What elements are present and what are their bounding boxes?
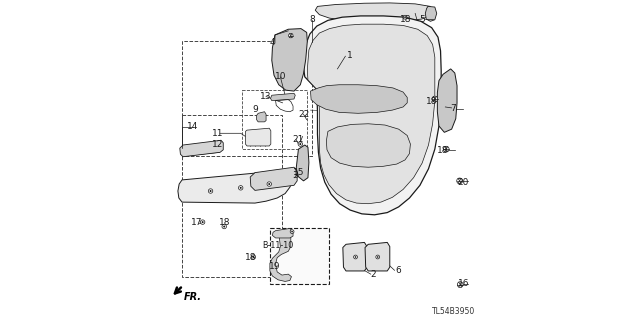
Polygon shape [437, 69, 457, 132]
Polygon shape [296, 145, 309, 181]
Polygon shape [316, 3, 433, 22]
Text: 17: 17 [191, 218, 203, 227]
Circle shape [300, 143, 301, 145]
Polygon shape [246, 128, 271, 146]
Circle shape [273, 265, 278, 270]
Circle shape [290, 230, 294, 234]
Bar [270, 228, 328, 284]
Text: B-11-10: B-11-10 [262, 241, 294, 250]
Text: 12: 12 [212, 140, 223, 149]
Polygon shape [271, 93, 295, 100]
Text: 20: 20 [458, 178, 469, 187]
Text: 18: 18 [426, 97, 437, 106]
Text: 5: 5 [419, 15, 425, 24]
Circle shape [268, 183, 270, 185]
Polygon shape [307, 24, 435, 204]
Circle shape [289, 33, 293, 38]
Circle shape [404, 16, 406, 18]
Text: 6: 6 [396, 266, 401, 275]
Circle shape [354, 255, 357, 259]
Text: FR.: FR. [184, 292, 202, 302]
Circle shape [458, 282, 463, 287]
Circle shape [403, 15, 407, 19]
Polygon shape [365, 242, 390, 271]
Text: 2: 2 [371, 270, 376, 278]
Circle shape [209, 189, 212, 193]
Text: 11: 11 [212, 129, 223, 138]
Circle shape [432, 96, 438, 102]
Text: 8: 8 [309, 15, 315, 24]
Polygon shape [343, 242, 367, 271]
Circle shape [267, 182, 271, 186]
Circle shape [223, 226, 225, 227]
Circle shape [209, 190, 212, 192]
Text: 19: 19 [269, 262, 281, 271]
Polygon shape [272, 29, 307, 91]
Text: TL54B3950: TL54B3950 [432, 307, 476, 316]
Circle shape [240, 187, 242, 189]
Polygon shape [310, 85, 407, 113]
Circle shape [251, 255, 255, 259]
Polygon shape [440, 74, 453, 127]
Polygon shape [270, 232, 291, 281]
Circle shape [355, 256, 356, 258]
Text: 1: 1 [347, 51, 353, 60]
Text: 16: 16 [458, 279, 469, 288]
Circle shape [200, 220, 205, 224]
Polygon shape [178, 170, 293, 203]
Circle shape [252, 256, 254, 258]
Text: 13: 13 [260, 92, 271, 101]
Circle shape [222, 224, 227, 229]
Text: 18: 18 [437, 146, 449, 155]
Polygon shape [273, 228, 293, 238]
Circle shape [377, 256, 379, 258]
Text: 9: 9 [252, 105, 258, 114]
Circle shape [298, 142, 303, 146]
Circle shape [291, 231, 293, 233]
Text: 18: 18 [218, 218, 230, 227]
Text: 4: 4 [269, 38, 275, 47]
Circle shape [376, 255, 380, 259]
Polygon shape [256, 169, 293, 188]
Circle shape [457, 178, 463, 184]
Polygon shape [184, 142, 220, 156]
Circle shape [444, 146, 449, 152]
Polygon shape [303, 16, 441, 215]
Text: 21: 21 [292, 135, 303, 144]
Circle shape [202, 221, 204, 223]
Text: 18: 18 [400, 15, 412, 24]
Text: 18: 18 [244, 253, 256, 262]
Text: 22: 22 [298, 110, 309, 119]
Polygon shape [250, 167, 297, 190]
Polygon shape [326, 124, 410, 167]
Polygon shape [426, 6, 436, 21]
Polygon shape [257, 112, 266, 122]
Text: 10: 10 [275, 72, 286, 81]
Polygon shape [276, 33, 303, 86]
Text: 3: 3 [292, 171, 298, 180]
Circle shape [239, 186, 243, 190]
Text: 14: 14 [187, 122, 198, 131]
Text: 7: 7 [451, 104, 456, 113]
Polygon shape [180, 140, 223, 157]
Text: 15: 15 [292, 168, 304, 177]
Circle shape [274, 266, 276, 268]
